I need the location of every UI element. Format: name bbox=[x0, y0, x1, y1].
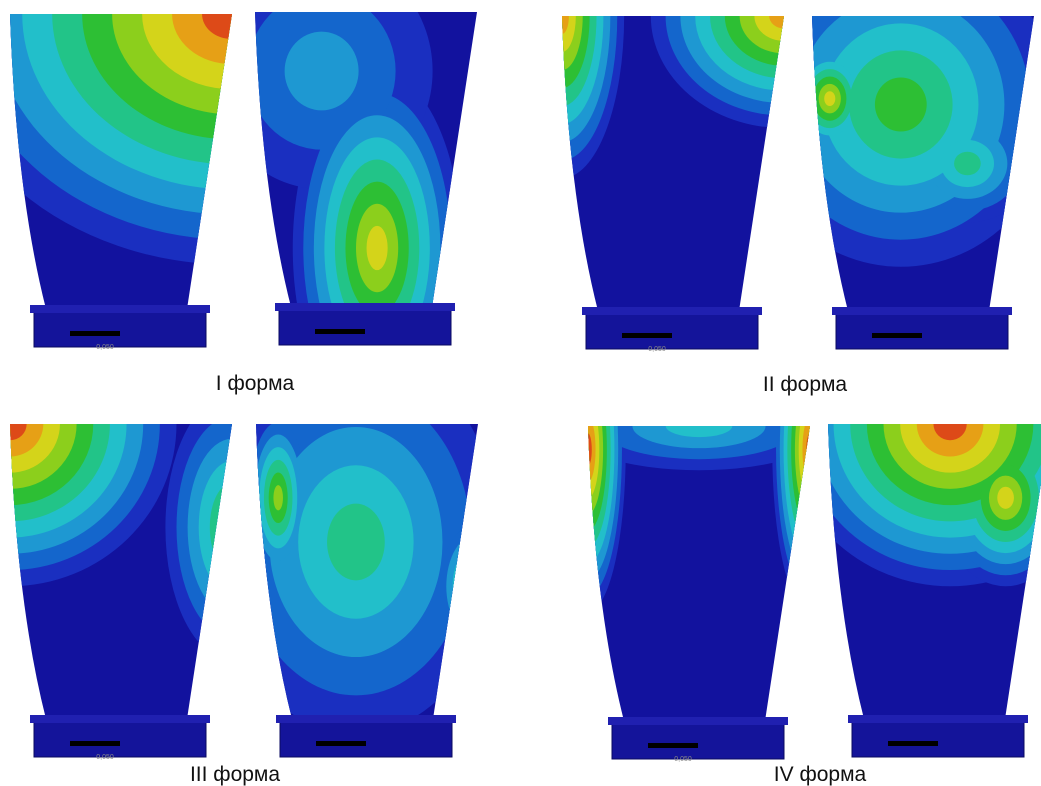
contour-band bbox=[577, 401, 600, 498]
contour-band bbox=[875, 77, 927, 131]
caption: III форма bbox=[190, 763, 280, 786]
contour-band bbox=[285, 32, 359, 111]
contour-band bbox=[446, 534, 509, 639]
scale-bar bbox=[622, 333, 672, 338]
scale-label: 0,050 bbox=[96, 754, 114, 761]
blade-base-rim bbox=[30, 715, 210, 723]
contour-band bbox=[769, 4, 799, 29]
blade bbox=[211, 0, 477, 425]
contour-band bbox=[459, 555, 497, 618]
contour-band bbox=[453, 544, 504, 628]
contour-band bbox=[997, 487, 1014, 509]
contour-band bbox=[472, 576, 485, 597]
contour-band bbox=[799, 401, 822, 498]
scale-label: 0,050 bbox=[96, 344, 114, 351]
contour-band bbox=[367, 226, 388, 270]
blade: 0,050 bbox=[550, 287, 847, 763]
contour-band bbox=[933, 408, 966, 440]
contour-band bbox=[221, 505, 243, 549]
caption: II форма bbox=[763, 373, 848, 396]
blade-base-rim bbox=[832, 307, 1012, 315]
scale-label: 0,050 bbox=[674, 756, 692, 763]
contour-band bbox=[954, 152, 981, 176]
contour-band bbox=[824, 91, 835, 106]
contour-band bbox=[273, 485, 283, 510]
contour bbox=[550, 287, 847, 721]
scale-label: 0,050 bbox=[648, 346, 666, 353]
blade-base-rim bbox=[582, 307, 762, 315]
blade-base-rim bbox=[848, 715, 1028, 723]
contour-band bbox=[199, 461, 266, 594]
scale-bar bbox=[315, 329, 365, 334]
scale-bar bbox=[888, 741, 938, 746]
contour-band bbox=[802, 417, 817, 482]
blade-base-rim bbox=[608, 717, 788, 725]
contour-band bbox=[327, 504, 385, 581]
figure: 0,050 0,050 0,050 0,050 I форма II форма II… bbox=[0, 0, 1041, 786]
caption: IV форма bbox=[774, 763, 867, 786]
contour-band bbox=[210, 483, 254, 572]
contour-band bbox=[465, 565, 490, 607]
contour bbox=[212, 350, 523, 734]
blade-base-rim bbox=[30, 305, 210, 313]
contour bbox=[745, 0, 1041, 311]
contour-band bbox=[666, 415, 733, 437]
blade bbox=[212, 350, 523, 757]
scale-bar bbox=[872, 333, 922, 338]
blade-base-rim bbox=[275, 303, 455, 311]
contour-band bbox=[806, 433, 814, 465]
scale-bar bbox=[70, 741, 120, 746]
blades: 0,050 0,050 0,050 0,050 bbox=[0, 0, 1041, 763]
caption: I форма bbox=[216, 372, 295, 395]
scale-bar bbox=[70, 331, 120, 336]
contour-band bbox=[584, 433, 592, 465]
contour-band bbox=[580, 417, 595, 482]
blade-base-rim bbox=[276, 715, 456, 723]
scale-bar bbox=[316, 741, 366, 746]
contour bbox=[211, 0, 477, 425]
scale-bar bbox=[648, 743, 698, 748]
blade bbox=[745, 0, 1041, 349]
